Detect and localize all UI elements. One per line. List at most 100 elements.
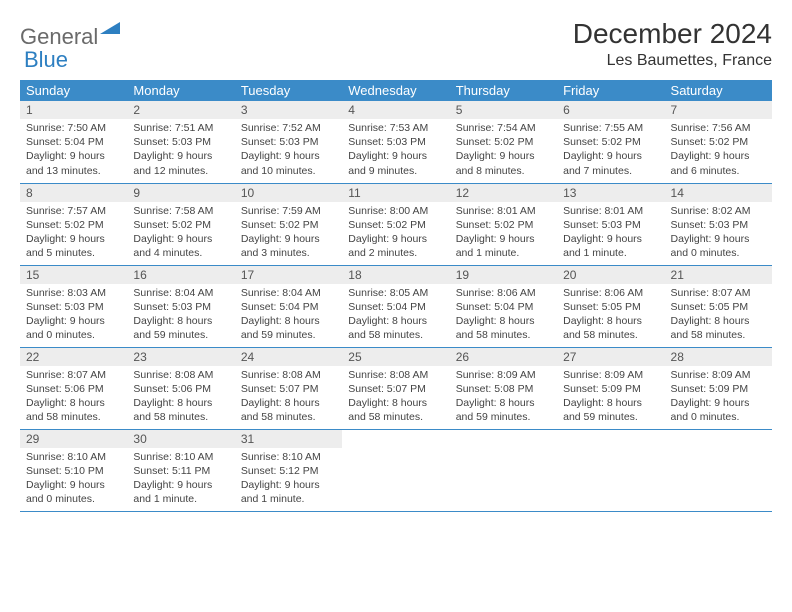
day-cell: 22Sunrise: 8:07 AMSunset: 5:06 PMDayligh…	[20, 347, 127, 429]
day-cell: 12Sunrise: 8:01 AMSunset: 5:02 PMDayligh…	[450, 183, 557, 265]
day-number: 6	[557, 101, 664, 119]
week-row: 29Sunrise: 8:10 AMSunset: 5:10 PMDayligh…	[20, 429, 772, 511]
day-cell: 28Sunrise: 8:09 AMSunset: 5:09 PMDayligh…	[665, 347, 772, 429]
day-body: Sunrise: 8:08 AMSunset: 5:06 PMDaylight:…	[127, 366, 234, 429]
month-title: December 2024	[573, 18, 772, 50]
day-number: 31	[235, 430, 342, 448]
day-cell: 15Sunrise: 8:03 AMSunset: 5:03 PMDayligh…	[20, 265, 127, 347]
day-number: 22	[20, 348, 127, 366]
day-header: Tuesday	[235, 80, 342, 101]
day-number: 3	[235, 101, 342, 119]
logo-text-1: General	[20, 24, 98, 49]
day-body: Sunrise: 8:10 AMSunset: 5:12 PMDaylight:…	[235, 448, 342, 511]
day-cell	[450, 429, 557, 511]
day-cell: 5Sunrise: 7:54 AMSunset: 5:02 PMDaylight…	[450, 101, 557, 183]
day-number: 8	[20, 184, 127, 202]
day-header: Thursday	[450, 80, 557, 101]
day-number: 17	[235, 266, 342, 284]
day-body: Sunrise: 7:54 AMSunset: 5:02 PMDaylight:…	[450, 119, 557, 182]
day-body: Sunrise: 7:57 AMSunset: 5:02 PMDaylight:…	[20, 202, 127, 265]
week-row: 15Sunrise: 8:03 AMSunset: 5:03 PMDayligh…	[20, 265, 772, 347]
day-header: Wednesday	[342, 80, 449, 101]
day-cell: 4Sunrise: 7:53 AMSunset: 5:03 PMDaylight…	[342, 101, 449, 183]
day-body: Sunrise: 8:01 AMSunset: 5:02 PMDaylight:…	[450, 202, 557, 265]
day-number: 11	[342, 184, 449, 202]
day-body: Sunrise: 8:10 AMSunset: 5:10 PMDaylight:…	[20, 448, 127, 511]
day-cell: 7Sunrise: 7:56 AMSunset: 5:02 PMDaylight…	[665, 101, 772, 183]
day-cell: 18Sunrise: 8:05 AMSunset: 5:04 PMDayligh…	[342, 265, 449, 347]
day-body: Sunrise: 7:59 AMSunset: 5:02 PMDaylight:…	[235, 202, 342, 265]
day-body: Sunrise: 8:09 AMSunset: 5:09 PMDaylight:…	[665, 366, 772, 429]
day-number: 10	[235, 184, 342, 202]
day-cell: 3Sunrise: 7:52 AMSunset: 5:03 PMDaylight…	[235, 101, 342, 183]
logo: General Blue	[20, 18, 120, 72]
day-number: 13	[557, 184, 664, 202]
day-number: 28	[665, 348, 772, 366]
day-header: Sunday	[20, 80, 127, 101]
day-body: Sunrise: 8:05 AMSunset: 5:04 PMDaylight:…	[342, 284, 449, 347]
day-cell: 21Sunrise: 8:07 AMSunset: 5:05 PMDayligh…	[665, 265, 772, 347]
day-body: Sunrise: 8:06 AMSunset: 5:05 PMDaylight:…	[557, 284, 664, 347]
day-header: Friday	[557, 80, 664, 101]
day-number: 25	[342, 348, 449, 366]
day-cell	[665, 429, 772, 511]
day-body: Sunrise: 8:08 AMSunset: 5:07 PMDaylight:…	[342, 366, 449, 429]
day-number: 16	[127, 266, 234, 284]
day-cell: 17Sunrise: 8:04 AMSunset: 5:04 PMDayligh…	[235, 265, 342, 347]
day-body: Sunrise: 7:50 AMSunset: 5:04 PMDaylight:…	[20, 119, 127, 182]
day-cell	[557, 429, 664, 511]
logo-text-2: Blue	[24, 47, 68, 72]
day-number: 30	[127, 430, 234, 448]
day-body: Sunrise: 7:56 AMSunset: 5:02 PMDaylight:…	[665, 119, 772, 182]
day-body: Sunrise: 8:00 AMSunset: 5:02 PMDaylight:…	[342, 202, 449, 265]
day-body: Sunrise: 8:04 AMSunset: 5:04 PMDaylight:…	[235, 284, 342, 347]
day-number: 24	[235, 348, 342, 366]
day-cell: 11Sunrise: 8:00 AMSunset: 5:02 PMDayligh…	[342, 183, 449, 265]
day-number: 4	[342, 101, 449, 119]
day-cell: 19Sunrise: 8:06 AMSunset: 5:04 PMDayligh…	[450, 265, 557, 347]
day-header-row: SundayMondayTuesdayWednesdayThursdayFrid…	[20, 80, 772, 101]
day-cell: 29Sunrise: 8:10 AMSunset: 5:10 PMDayligh…	[20, 429, 127, 511]
day-body: Sunrise: 8:07 AMSunset: 5:06 PMDaylight:…	[20, 366, 127, 429]
day-body: Sunrise: 8:09 AMSunset: 5:09 PMDaylight:…	[557, 366, 664, 429]
day-cell: 30Sunrise: 8:10 AMSunset: 5:11 PMDayligh…	[127, 429, 234, 511]
day-cell: 20Sunrise: 8:06 AMSunset: 5:05 PMDayligh…	[557, 265, 664, 347]
day-number: 2	[127, 101, 234, 119]
day-cell: 2Sunrise: 7:51 AMSunset: 5:03 PMDaylight…	[127, 101, 234, 183]
day-number: 7	[665, 101, 772, 119]
day-cell: 16Sunrise: 8:04 AMSunset: 5:03 PMDayligh…	[127, 265, 234, 347]
header: General Blue December 2024 Les Baumettes…	[20, 18, 772, 72]
calendar-table: SundayMondayTuesdayWednesdayThursdayFrid…	[20, 80, 772, 512]
day-number: 27	[557, 348, 664, 366]
day-number: 5	[450, 101, 557, 119]
day-body: Sunrise: 8:09 AMSunset: 5:08 PMDaylight:…	[450, 366, 557, 429]
day-cell: 31Sunrise: 8:10 AMSunset: 5:12 PMDayligh…	[235, 429, 342, 511]
logo-triangle-icon	[100, 22, 120, 34]
day-number: 12	[450, 184, 557, 202]
day-body: Sunrise: 7:53 AMSunset: 5:03 PMDaylight:…	[342, 119, 449, 182]
day-body: Sunrise: 8:01 AMSunset: 5:03 PMDaylight:…	[557, 202, 664, 265]
day-cell: 14Sunrise: 8:02 AMSunset: 5:03 PMDayligh…	[665, 183, 772, 265]
day-number: 1	[20, 101, 127, 119]
day-body: Sunrise: 7:55 AMSunset: 5:02 PMDaylight:…	[557, 119, 664, 182]
day-number: 29	[20, 430, 127, 448]
day-cell: 6Sunrise: 7:55 AMSunset: 5:02 PMDaylight…	[557, 101, 664, 183]
location: Les Baumettes, France	[573, 52, 772, 70]
day-cell: 8Sunrise: 7:57 AMSunset: 5:02 PMDaylight…	[20, 183, 127, 265]
day-cell: 9Sunrise: 7:58 AMSunset: 5:02 PMDaylight…	[127, 183, 234, 265]
day-body: Sunrise: 8:03 AMSunset: 5:03 PMDaylight:…	[20, 284, 127, 347]
day-cell: 26Sunrise: 8:09 AMSunset: 5:08 PMDayligh…	[450, 347, 557, 429]
title-block: December 2024 Les Baumettes, France	[573, 18, 772, 70]
day-cell: 27Sunrise: 8:09 AMSunset: 5:09 PMDayligh…	[557, 347, 664, 429]
day-cell: 10Sunrise: 7:59 AMSunset: 5:02 PMDayligh…	[235, 183, 342, 265]
day-number: 26	[450, 348, 557, 366]
day-cell	[342, 429, 449, 511]
day-body: Sunrise: 7:51 AMSunset: 5:03 PMDaylight:…	[127, 119, 234, 182]
week-row: 8Sunrise: 7:57 AMSunset: 5:02 PMDaylight…	[20, 183, 772, 265]
day-cell: 13Sunrise: 8:01 AMSunset: 5:03 PMDayligh…	[557, 183, 664, 265]
day-cell: 1Sunrise: 7:50 AMSunset: 5:04 PMDaylight…	[20, 101, 127, 183]
week-row: 1Sunrise: 7:50 AMSunset: 5:04 PMDaylight…	[20, 101, 772, 183]
day-header: Saturday	[665, 80, 772, 101]
day-cell: 24Sunrise: 8:08 AMSunset: 5:07 PMDayligh…	[235, 347, 342, 429]
day-cell: 23Sunrise: 8:08 AMSunset: 5:06 PMDayligh…	[127, 347, 234, 429]
